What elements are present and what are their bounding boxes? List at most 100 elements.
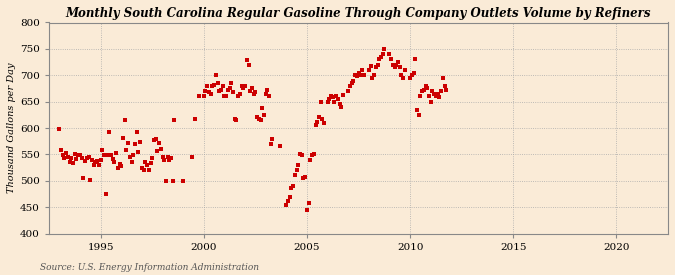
Point	[148, 138, 159, 142]
Point	[207, 84, 218, 88]
Point	[363, 68, 374, 72]
Point	[408, 70, 419, 75]
Point	[274, 144, 285, 149]
Point	[284, 194, 295, 199]
Point	[387, 62, 398, 67]
Point	[415, 94, 426, 98]
Point	[214, 89, 225, 93]
Point	[58, 153, 69, 158]
Point	[427, 89, 438, 93]
Point	[111, 151, 122, 156]
Title: Monthly South Carolina Regular Gasoline Through Company Outlets Volume by Refine: Monthly South Carolina Regular Gasoline …	[65, 7, 651, 20]
Point	[99, 153, 109, 158]
Point	[224, 86, 235, 91]
Point	[132, 130, 142, 134]
Point	[161, 178, 171, 183]
Point	[437, 76, 448, 80]
Point	[59, 155, 70, 160]
Point	[211, 73, 221, 78]
Point	[226, 81, 237, 85]
Point	[130, 142, 140, 146]
Point	[348, 78, 359, 83]
Point	[202, 84, 213, 88]
Point	[379, 47, 389, 51]
Point	[252, 115, 263, 120]
Point	[261, 92, 271, 96]
Point	[107, 156, 118, 161]
Point	[178, 178, 188, 183]
Point	[256, 106, 267, 110]
Point	[231, 117, 242, 122]
Point	[265, 142, 276, 146]
Point	[162, 155, 173, 159]
Point	[338, 93, 348, 98]
Point	[295, 152, 306, 156]
Point	[424, 94, 435, 98]
Point	[346, 81, 357, 85]
Point	[286, 186, 297, 190]
Point	[109, 160, 120, 164]
Point	[375, 55, 386, 59]
Point	[54, 127, 65, 131]
Point	[369, 73, 379, 78]
Point	[114, 162, 125, 166]
Point	[138, 168, 149, 172]
Point	[166, 156, 177, 160]
Point	[306, 153, 317, 158]
Point	[157, 155, 168, 159]
Point	[435, 89, 446, 93]
Point	[66, 156, 77, 160]
Point	[400, 68, 410, 72]
Point	[353, 70, 364, 75]
Point	[124, 155, 135, 159]
Point	[82, 156, 92, 160]
Point	[439, 84, 450, 88]
Point	[102, 153, 113, 158]
Point	[217, 84, 228, 88]
Point	[296, 153, 307, 158]
Point	[355, 73, 366, 78]
Point	[233, 94, 244, 98]
Point	[367, 76, 378, 80]
Point	[117, 135, 128, 140]
Point	[283, 199, 294, 203]
Point	[74, 153, 85, 158]
Point	[418, 88, 429, 92]
Point	[441, 88, 452, 92]
Point	[305, 158, 316, 162]
Point	[230, 116, 240, 121]
Point	[151, 136, 161, 141]
Point	[365, 64, 376, 68]
Point	[421, 84, 431, 88]
Point	[398, 76, 408, 80]
Point	[248, 92, 259, 96]
Point	[293, 163, 304, 167]
Point	[300, 174, 310, 179]
Point	[425, 100, 436, 104]
Point	[372, 62, 383, 67]
Point	[112, 165, 123, 170]
Point	[140, 160, 151, 164]
Point	[88, 163, 99, 167]
Point	[142, 163, 153, 167]
Point	[374, 57, 385, 62]
Point	[344, 84, 355, 88]
Point	[290, 173, 300, 178]
Point	[219, 94, 230, 98]
Point	[56, 148, 67, 152]
Point	[190, 116, 200, 121]
Point	[303, 201, 314, 205]
Point	[264, 94, 275, 98]
Point	[76, 156, 87, 160]
Point	[391, 62, 402, 67]
Point	[121, 148, 132, 152]
Point	[288, 184, 298, 188]
Point	[405, 76, 416, 80]
Point	[92, 158, 103, 163]
Point	[94, 163, 105, 167]
Point	[80, 158, 90, 163]
Point	[116, 164, 127, 168]
Point	[78, 176, 89, 180]
Y-axis label: Thousand Gallons per Day: Thousand Gallons per Day	[7, 63, 16, 193]
Point	[90, 160, 101, 164]
